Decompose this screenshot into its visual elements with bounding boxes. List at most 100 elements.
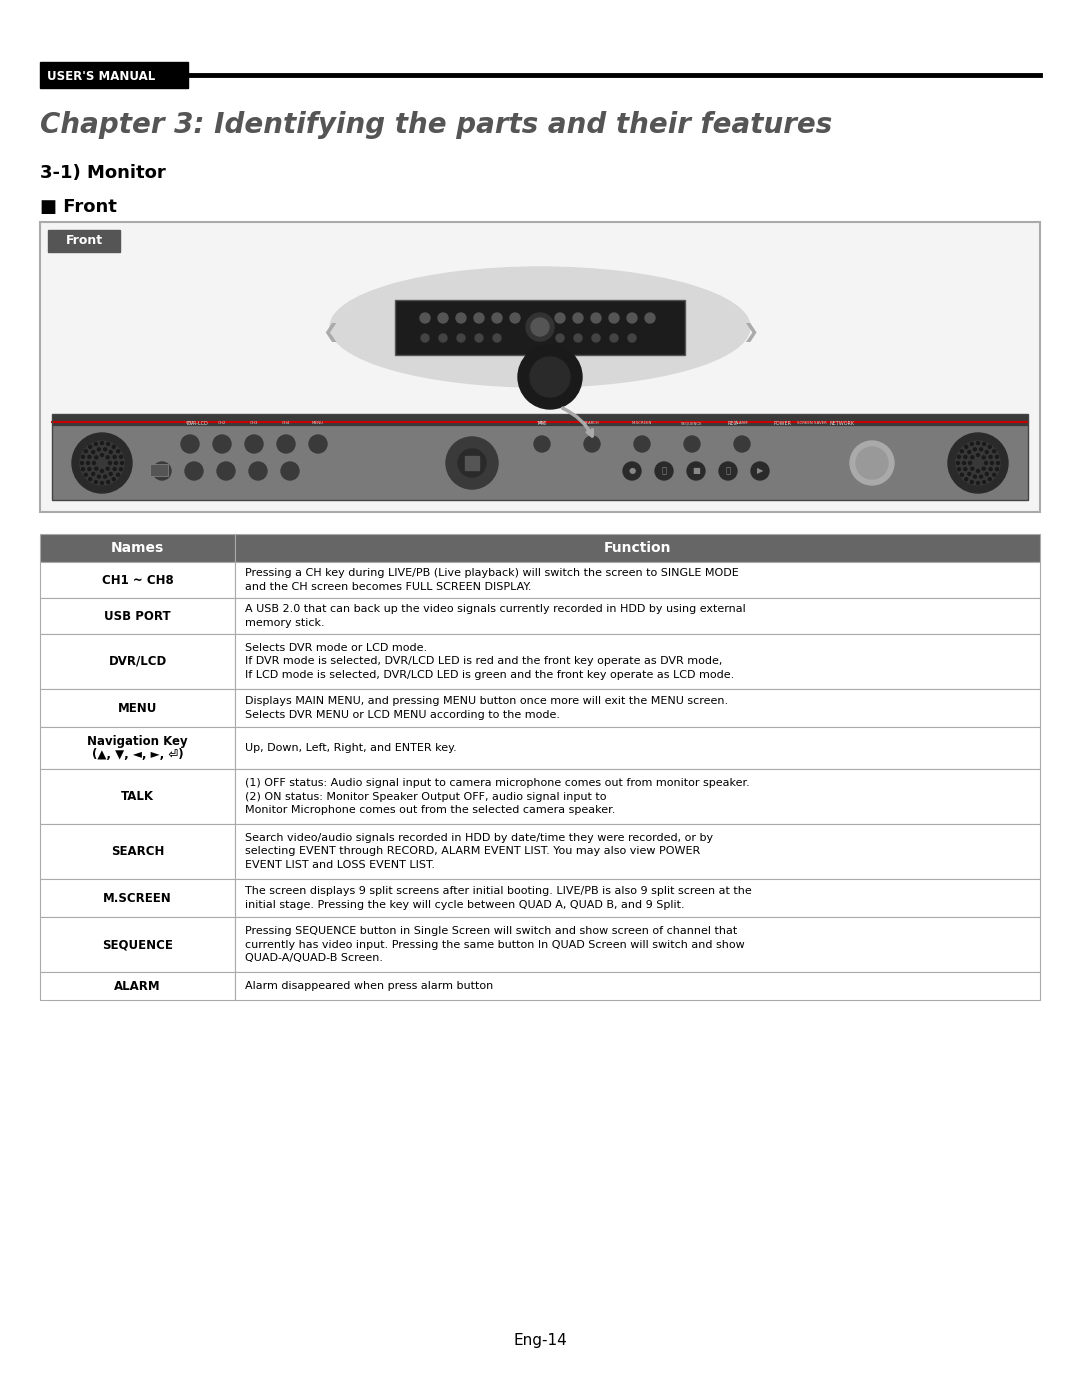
Circle shape: [982, 468, 985, 471]
Circle shape: [993, 473, 996, 476]
Circle shape: [86, 461, 90, 465]
Circle shape: [94, 443, 97, 446]
Circle shape: [458, 448, 486, 477]
Circle shape: [106, 455, 109, 458]
Text: Pressing SEQUENCE button in Single Screen will switch and show screen of channel: Pressing SEQUENCE button in Single Scree…: [245, 926, 738, 936]
Circle shape: [80, 442, 124, 484]
Bar: [235, 689, 1040, 727]
Text: initial stage. Pressing the key will cycle between QUAD A, QUAD B, and 9 Split.: initial stage. Pressing the key will cyc…: [245, 900, 685, 909]
Circle shape: [573, 334, 582, 342]
Bar: [40, 534, 235, 562]
Bar: [52, 414, 1028, 500]
Text: SEARCH: SEARCH: [584, 421, 599, 425]
Circle shape: [438, 313, 448, 323]
Circle shape: [107, 480, 110, 483]
Circle shape: [964, 477, 968, 480]
Circle shape: [421, 334, 429, 342]
Circle shape: [856, 447, 888, 479]
Text: CH4: CH4: [282, 421, 291, 425]
Circle shape: [988, 477, 991, 480]
Circle shape: [530, 357, 570, 397]
Circle shape: [971, 455, 974, 458]
Bar: [150, 464, 168, 476]
Circle shape: [983, 443, 986, 446]
Circle shape: [117, 473, 120, 476]
Circle shape: [609, 313, 619, 323]
Circle shape: [213, 435, 231, 453]
Text: USB PORT: USB PORT: [104, 610, 171, 622]
Circle shape: [556, 334, 564, 342]
Text: selecting EVENT through RECORD, ALARM EVENT LIST. You may also view POWER: selecting EVENT through RECORD, ALARM EV…: [245, 846, 700, 857]
Text: ■: ■: [692, 466, 700, 476]
Circle shape: [592, 334, 600, 342]
Circle shape: [591, 313, 600, 323]
Circle shape: [958, 455, 960, 458]
Bar: [465, 455, 480, 471]
Circle shape: [510, 313, 519, 323]
Circle shape: [109, 472, 112, 476]
Bar: [235, 534, 1040, 562]
Circle shape: [153, 462, 171, 480]
Circle shape: [89, 477, 92, 480]
Circle shape: [985, 450, 988, 454]
Circle shape: [276, 435, 295, 453]
Text: QUAD-A/QUAD-B Screen.: QUAD-A/QUAD-B Screen.: [245, 954, 383, 963]
Circle shape: [976, 454, 980, 457]
Bar: [235, 916, 1040, 972]
Text: Pressing a CH key during LIVE/PB (Live playback) will switch the screen to SINGL: Pressing a CH key during LIVE/PB (Live p…: [245, 569, 739, 578]
Circle shape: [72, 433, 132, 493]
Text: ▶: ▶: [757, 466, 764, 476]
Circle shape: [963, 455, 967, 458]
Text: currently has video input. Pressing the same button In QUAD Screen will switch a: currently has video input. Pressing the …: [245, 940, 745, 949]
Circle shape: [968, 472, 971, 476]
Circle shape: [963, 468, 967, 471]
Circle shape: [850, 442, 894, 484]
Text: POWER: POWER: [773, 421, 791, 426]
Circle shape: [456, 313, 465, 323]
Circle shape: [968, 450, 971, 454]
Circle shape: [518, 345, 582, 408]
Text: MIC: MIC: [538, 421, 546, 426]
Circle shape: [475, 334, 483, 342]
Circle shape: [957, 461, 959, 465]
Circle shape: [654, 462, 673, 480]
Circle shape: [84, 473, 87, 476]
Circle shape: [100, 482, 104, 484]
Text: ⏮: ⏮: [661, 466, 666, 476]
Circle shape: [627, 334, 636, 342]
Bar: [395, 299, 685, 355]
Circle shape: [964, 446, 968, 448]
Circle shape: [114, 461, 118, 465]
Circle shape: [719, 462, 737, 480]
Circle shape: [107, 443, 110, 446]
Bar: [40, 689, 235, 727]
Circle shape: [970, 443, 973, 446]
Circle shape: [120, 468, 122, 471]
Circle shape: [989, 455, 993, 458]
Circle shape: [492, 313, 502, 323]
Circle shape: [112, 477, 116, 480]
Circle shape: [734, 436, 750, 453]
Text: MENU: MENU: [118, 701, 158, 715]
Circle shape: [249, 462, 267, 480]
Circle shape: [93, 461, 95, 465]
Circle shape: [971, 468, 974, 471]
Circle shape: [990, 461, 994, 465]
Circle shape: [989, 468, 993, 471]
Circle shape: [982, 455, 985, 458]
Text: ALARM: ALARM: [735, 421, 748, 425]
Text: 3-1) Monitor: 3-1) Monitor: [40, 164, 165, 182]
Text: Alarm disappeared when press alarm button: Alarm disappeared when press alarm butto…: [245, 981, 494, 991]
Circle shape: [120, 455, 122, 458]
Bar: [40, 824, 235, 879]
Circle shape: [996, 455, 999, 458]
Text: CH2: CH2: [218, 421, 226, 425]
Text: TALK: TALK: [121, 789, 154, 803]
Circle shape: [84, 450, 87, 453]
Text: USER'S MANUAL: USER'S MANUAL: [48, 69, 156, 83]
Bar: [235, 824, 1040, 879]
Bar: [40, 727, 235, 769]
Circle shape: [970, 480, 973, 483]
Circle shape: [87, 468, 91, 471]
Circle shape: [534, 436, 550, 453]
